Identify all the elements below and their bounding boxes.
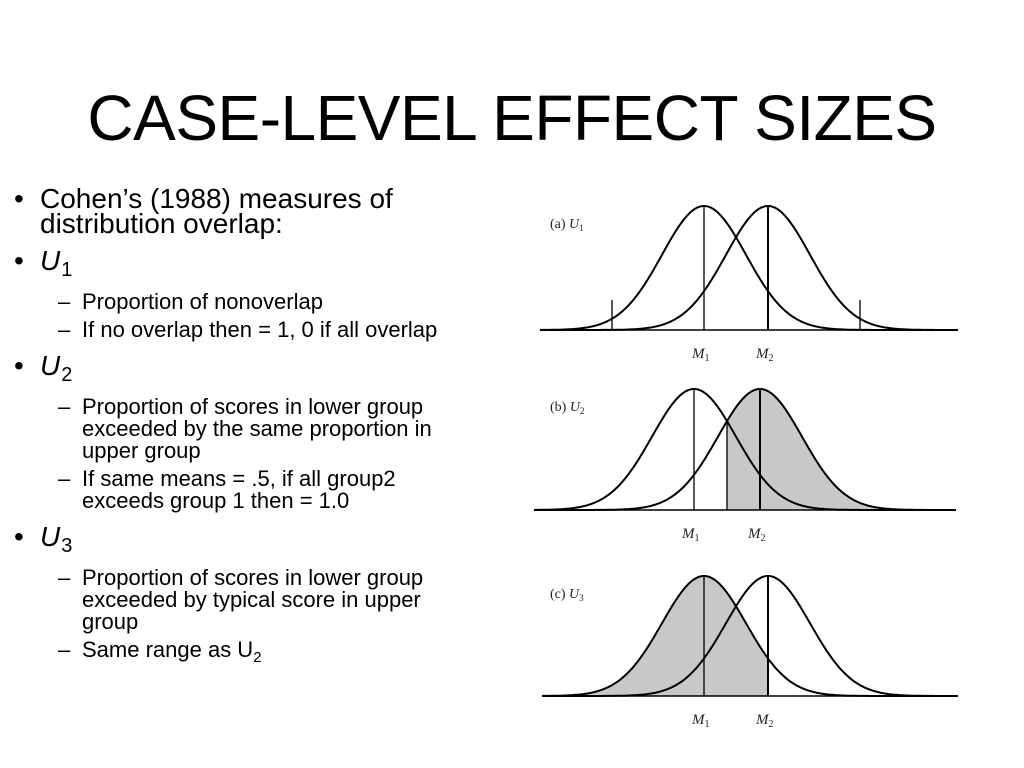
panel-u-subscript: 3 xyxy=(579,593,584,603)
u3-point-2-subscript: 2 xyxy=(253,649,262,666)
u2-letter: U xyxy=(40,350,61,381)
u1-subscript: 1 xyxy=(61,259,73,281)
mean-label-1-subscript: 1 xyxy=(705,353,710,364)
u2-point-2-text: If same means = .5, if all group2 exceed… xyxy=(82,466,396,513)
mean-label-2-letter: M xyxy=(747,526,762,542)
intro-text: Cohen’s (1988) measures of distribution … xyxy=(40,183,393,239)
bullet-mark: • xyxy=(14,350,24,381)
u3-point-1: – Proportion of scores in lower group ex… xyxy=(14,567,454,633)
mean-label-2: M2 xyxy=(755,712,774,730)
u1-letter: U xyxy=(40,245,61,276)
mean-label-1-letter: M xyxy=(691,712,706,728)
mean-label-1-subscript: 1 xyxy=(705,719,710,730)
mean-label-1: M1 xyxy=(691,712,710,730)
u1-bullet: • U1 xyxy=(14,245,454,283)
mean-label-1: M1 xyxy=(681,526,700,544)
mean-label-2-letter: M xyxy=(755,712,770,728)
panel-tag: (b) xyxy=(550,400,570,415)
bullet-mark: • xyxy=(14,245,24,276)
dash-mark: – xyxy=(58,466,71,491)
u3-subscript: 3 xyxy=(61,535,73,557)
u3-letter: U xyxy=(40,521,61,552)
mean-label-2-subscript: 2 xyxy=(769,719,774,730)
dash-mark: – xyxy=(58,637,71,662)
panel-u-letter: U xyxy=(569,587,580,602)
u2-bullet: • U2 xyxy=(14,350,454,388)
u2-subscript: 2 xyxy=(61,364,73,386)
dash-mark: – xyxy=(58,394,71,419)
overlap-figure: (a) U1 M1 M2 (b) U2 M1 M2 (c) U3 M1 M2 xyxy=(528,190,968,750)
u3-bullet: • U3 xyxy=(14,521,454,559)
curve-group-2 xyxy=(540,205,958,331)
panel-label: (c) U3 xyxy=(550,587,584,603)
dash-mark: – xyxy=(58,317,71,342)
mean-label-2: M2 xyxy=(747,526,766,544)
mean-label-2-subscript: 2 xyxy=(769,353,774,364)
mean-label-1: M1 xyxy=(691,346,710,364)
intro-bullet: • Cohen’s (1988) measures of distributio… xyxy=(14,183,454,239)
u3-point-2: – Same range as U2 xyxy=(14,639,454,669)
shade-upper-region xyxy=(727,389,956,510)
panel-u-subscript: 1 xyxy=(579,223,584,233)
panel-u-letter: U xyxy=(570,400,581,415)
u3-point-1-text: Proportion of scores in lower group exce… xyxy=(82,565,424,634)
bullet-mark: • xyxy=(14,521,24,552)
panel-tag: (a) xyxy=(550,217,569,232)
u2-point-1: – Proportion of scores in lower group ex… xyxy=(14,396,454,462)
bullet-list: • Cohen’s (1988) measures of distributio… xyxy=(14,183,454,675)
panel-tag: (c) xyxy=(550,587,569,602)
mean-label-1-letter: M xyxy=(681,526,696,542)
u2-point-1-text: Proportion of scores in lower group exce… xyxy=(82,394,432,463)
mean-label-2-subscript: 2 xyxy=(761,533,766,544)
u1-point-1: – Proportion of nonoverlap xyxy=(14,291,454,313)
mean-label-1-letter: M xyxy=(691,346,706,362)
panel-label: (b) U2 xyxy=(550,400,584,416)
u1-point-2: – If no overlap then = 1, 0 if all overl… xyxy=(14,319,454,341)
panel-u-letter: U xyxy=(569,217,580,232)
mean-label-1-subscript: 1 xyxy=(695,533,700,544)
panel-label: (a) U1 xyxy=(550,217,584,233)
u2-point-2: – If same means = .5, if all group2 exce… xyxy=(14,468,454,512)
mean-label-2: M2 xyxy=(755,346,774,364)
mean-label-2-letter: M xyxy=(755,346,770,362)
panel-u-subscript: 2 xyxy=(580,406,585,416)
curve-group-1 xyxy=(540,205,958,331)
dash-mark: – xyxy=(58,565,71,590)
bullet-mark: • xyxy=(14,183,24,214)
u1-point-1-text: Proportion of nonoverlap xyxy=(82,289,323,314)
u3-point-2-text: Same range as U xyxy=(82,637,254,662)
slide-title: CASE-LEVEL EFFECT SIZES xyxy=(87,82,937,154)
dash-mark: – xyxy=(58,289,71,314)
u1-point-2-text: If no overlap then = 1, 0 if all overlap xyxy=(82,317,438,342)
